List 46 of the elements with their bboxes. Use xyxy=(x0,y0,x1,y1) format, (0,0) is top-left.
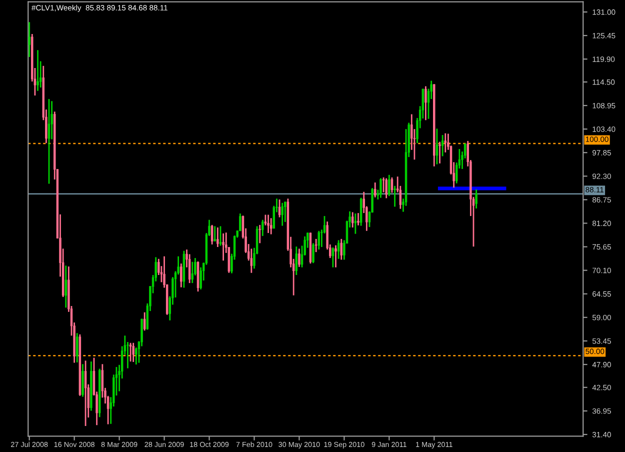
candlestick xyxy=(444,132,446,154)
candlestick xyxy=(250,248,253,274)
candlestick xyxy=(318,230,320,250)
candlestick xyxy=(143,312,146,332)
candlestick xyxy=(28,21,30,58)
candlestick xyxy=(132,342,134,363)
candlestick xyxy=(394,185,396,208)
candlestick xyxy=(214,226,216,242)
candlestick xyxy=(374,182,376,198)
candlestick xyxy=(380,178,382,198)
candlestick xyxy=(360,197,362,226)
candlestick xyxy=(441,134,444,157)
candlestick xyxy=(424,86,427,121)
candlestick xyxy=(210,224,214,246)
candlestick xyxy=(312,242,314,264)
candlestick xyxy=(200,266,202,290)
candlestick xyxy=(281,202,284,226)
candlestick xyxy=(438,141,441,164)
candlestick xyxy=(129,342,132,362)
candlestick xyxy=(351,212,354,228)
candlestick xyxy=(390,176,394,194)
candlestick xyxy=(188,254,191,284)
candlestick xyxy=(357,212,360,226)
candlestick xyxy=(284,200,286,223)
candlestick xyxy=(48,98,50,184)
candlestick xyxy=(262,219,264,237)
candlestick xyxy=(76,332,78,364)
candlestick xyxy=(219,226,222,246)
candlestick xyxy=(258,224,261,244)
candlestick xyxy=(340,238,342,260)
candlestick xyxy=(475,188,478,210)
candlestick xyxy=(270,217,272,235)
candlestick xyxy=(36,49,39,92)
candlestick xyxy=(64,264,67,308)
candlestick xyxy=(222,232,224,262)
candlestick xyxy=(298,248,300,268)
candlestick xyxy=(295,246,298,276)
candlestick xyxy=(180,262,182,288)
candlestick xyxy=(334,244,337,268)
candlestick xyxy=(385,178,388,199)
candlestick xyxy=(82,363,84,398)
candlestick xyxy=(216,226,219,248)
candlestick xyxy=(388,174,390,197)
candlestick xyxy=(267,214,270,234)
candlestick xyxy=(314,238,318,253)
candlestick xyxy=(191,261,194,284)
